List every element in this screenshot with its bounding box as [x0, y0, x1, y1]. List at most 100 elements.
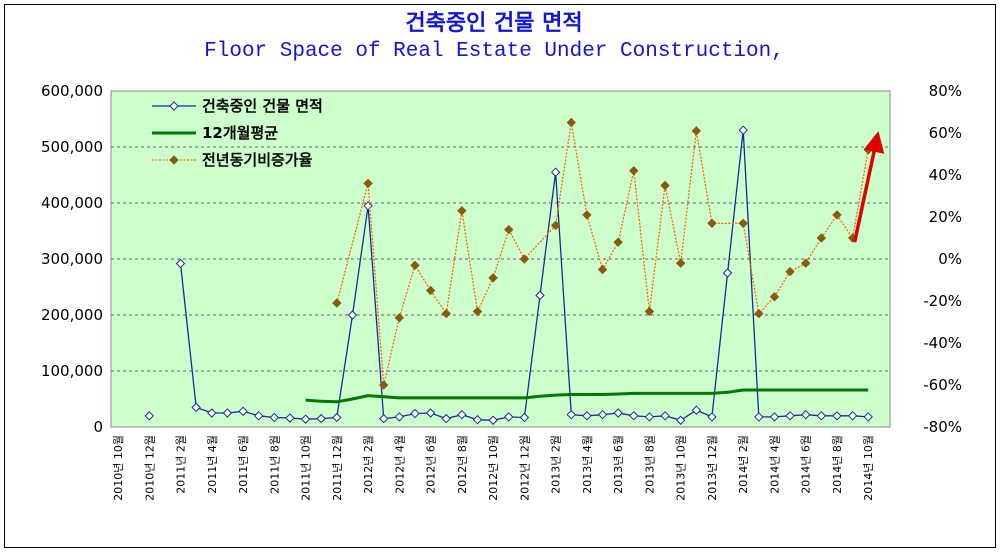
right-tick-label: -60% — [923, 376, 962, 394]
data-point — [425, 408, 436, 418]
data-point — [597, 264, 608, 275]
x-axis: 2010년 10월 2010년 12월 2011년 2월 2011년 4월 2011년 … — [112, 435, 875, 501]
data-point — [550, 220, 561, 231]
data-point — [582, 411, 592, 421]
series-line — [336, 122, 869, 386]
legend-label: 전년동기비증가율 — [202, 151, 313, 169]
data-point — [253, 411, 264, 421]
chart-subtitle: Floor Space of Real Estate Under Constru… — [204, 40, 784, 63]
data-point — [707, 218, 717, 229]
data-point — [629, 166, 639, 176]
data-point — [207, 408, 217, 418]
data-point — [582, 210, 592, 220]
right-tick-label: 40% — [929, 166, 962, 184]
x-tick-label: 2011년 8월 — [268, 435, 281, 494]
legend-marker — [169, 155, 179, 165]
data-point — [660, 411, 670, 421]
x-tick-label: 2012년 6월 — [425, 435, 438, 494]
data-point — [332, 298, 342, 308]
data-point — [285, 413, 295, 423]
right-axis: -80% -60% -40% -20% 0% 20% 40% 60% 80% — [923, 82, 962, 436]
data-point — [754, 308, 764, 319]
data-point — [488, 415, 498, 425]
left-tick-label: 100,000 — [41, 362, 103, 380]
data-point — [316, 413, 326, 424]
data-point — [722, 268, 733, 278]
data-point — [472, 306, 483, 317]
data-point — [801, 258, 811, 268]
x-tick-label: 2013년 6월 — [612, 435, 625, 494]
annotation-arrow — [852, 131, 885, 243]
left-tick-label: 0 — [93, 418, 103, 436]
right-tick-label: -40% — [923, 334, 962, 352]
data-point — [785, 266, 795, 277]
data-point — [597, 409, 608, 420]
x-tick-label: 2012년 2월 — [362, 435, 375, 494]
data-point — [457, 409, 467, 420]
x-tick-label: 2012년 10월 — [487, 435, 500, 501]
data-point — [504, 224, 514, 235]
data-point — [347, 310, 358, 320]
series-1 — [305, 388, 869, 404]
data-point — [504, 412, 514, 422]
data-point — [691, 126, 702, 136]
data-point — [566, 117, 576, 128]
data-point — [550, 167, 561, 177]
data-point — [691, 405, 702, 415]
data-point — [410, 260, 420, 271]
legend-marker — [169, 101, 179, 111]
data-point — [425, 285, 436, 296]
data-point — [238, 406, 248, 417]
x-tick-label: 2012년 12월 — [518, 435, 531, 501]
data-point — [566, 409, 576, 420]
x-tick-label: 2010년 10월 — [112, 435, 125, 501]
data-point — [738, 218, 748, 229]
data-point — [707, 412, 717, 422]
data-point — [832, 210, 842, 220]
data-point — [613, 408, 623, 418]
right-tick-label: 20% — [929, 208, 962, 226]
data-point — [613, 237, 623, 247]
x-tick-label: 2014년 10월 — [862, 435, 875, 501]
data-point — [191, 402, 201, 413]
data-point — [441, 413, 451, 424]
data-point — [175, 258, 186, 269]
series-0 — [144, 125, 873, 425]
data-point — [269, 412, 280, 423]
data-point — [379, 380, 389, 390]
legend-label: 건축중인 건물 면적 — [202, 97, 323, 115]
x-tick-label: 2014년 8월 — [831, 435, 844, 494]
data-point — [144, 411, 154, 421]
data-point — [754, 412, 764, 422]
data-point — [863, 412, 873, 422]
x-tick-label: 2011년 12월 — [331, 435, 344, 501]
x-tick-label: 2011년 4월 — [206, 435, 219, 494]
right-tick-label: -80% — [923, 418, 962, 436]
data-point — [472, 415, 483, 425]
right-tick-label: 80% — [929, 82, 962, 100]
data-point — [394, 412, 405, 422]
data-point — [379, 413, 389, 424]
x-tick-label: 2013년 4월 — [581, 435, 594, 494]
data-point — [644, 306, 655, 317]
data-point — [738, 125, 748, 135]
x-tick-label: 2011년 10월 — [300, 435, 313, 501]
data-point — [832, 411, 842, 421]
x-tick-label: 2010년 12월 — [143, 435, 156, 501]
data-point — [394, 313, 405, 323]
x-tick-label: 2014년 6월 — [800, 435, 813, 494]
x-tick-label: 2013년 12월 — [706, 435, 719, 501]
x-tick-label: 2012년 8월 — [456, 435, 469, 494]
left-tick-label: 400,000 — [41, 194, 103, 212]
left-tick-label: 500,000 — [41, 138, 103, 156]
legend-label: 12개월평균 — [202, 124, 278, 142]
data-point — [363, 178, 373, 189]
right-tick-label: 60% — [929, 124, 962, 142]
right-tick-label: -20% — [923, 292, 962, 310]
data-point — [816, 233, 827, 243]
x-tick-label: 2013년 2월 — [550, 435, 563, 494]
data-point — [457, 205, 467, 216]
data-point — [785, 411, 795, 421]
series-layer — [144, 117, 873, 425]
